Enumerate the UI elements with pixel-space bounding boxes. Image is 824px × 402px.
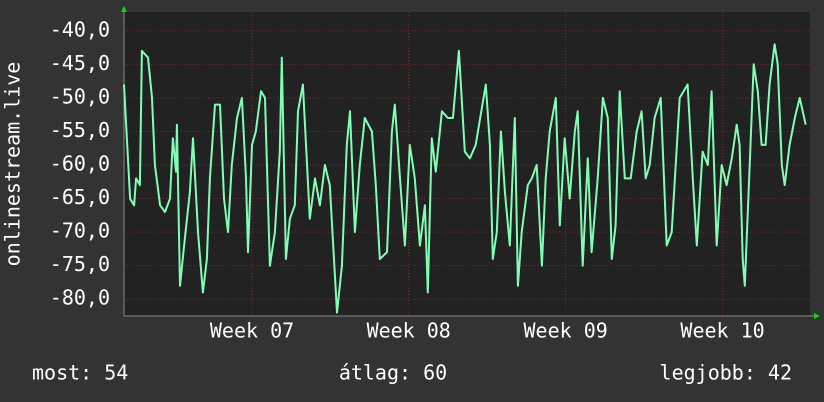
y-tick-label: -55,0 [50,118,110,142]
y-tick-label: -70,0 [50,219,110,243]
x-tick-label: Week 07 [210,319,294,343]
stat-average: átlag: 60 [339,361,447,385]
y-tick-label: -75,0 [50,252,110,276]
x-tick-label: Week 10 [680,319,764,343]
stat-best: legjobb: 42 [660,361,792,385]
y-tick-label: -80,0 [50,286,110,310]
y-tick-label: -65,0 [50,185,110,209]
y-axis-label: onlinestream.live [1,62,25,267]
y-tick-label: -45,0 [50,51,110,75]
x-tick-label: Week 08 [367,319,451,343]
x-axis-arrow [814,313,820,319]
x-tick-label: Week 09 [523,319,607,343]
stat-current: most: 54 [32,361,128,385]
y-tick-label: -50,0 [50,84,110,108]
y-tick-label: -60,0 [50,152,110,176]
y-axis-arrow [121,6,127,12]
y-tick-label: -40,0 [50,17,110,41]
data-line [123,43,807,314]
